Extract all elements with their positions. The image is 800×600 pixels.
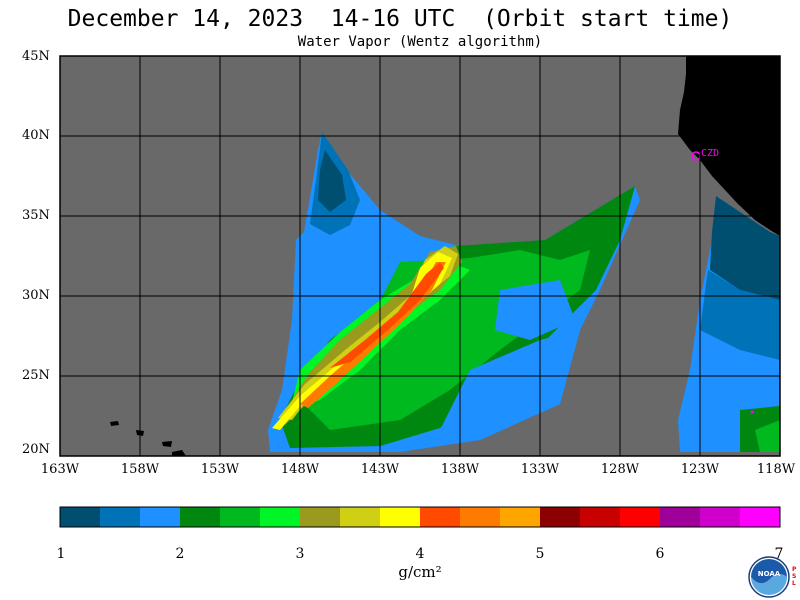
swath-west-blue-patch-2 — [495, 280, 575, 340]
colorbar-tick-3: 3 — [295, 546, 305, 562]
lat-label-20n: 20N — [22, 442, 50, 457]
lon-label-163w: 163W — [40, 462, 80, 477]
land-north-america — [678, 56, 780, 236]
lat-label-25n: 25N — [22, 368, 50, 383]
noaa-logo-text: NOAA — [758, 570, 781, 578]
station-label: CZD — [701, 148, 719, 159]
colorbar-swatch — [460, 507, 501, 527]
lat-label-30n: 30N — [22, 288, 50, 303]
swath-west-blue-patch — [440, 330, 580, 440]
psl-logo-text: PSL — [792, 566, 798, 587]
swath-west-dark-2 — [318, 150, 346, 212]
page-title: December 14, 2023 14-16 UTC (Orbit start… — [67, 6, 733, 32]
colorbar-swatch — [100, 507, 141, 527]
psl-text: PSL — [792, 566, 797, 587]
island-kauai — [110, 421, 119, 426]
colorbar-frame — [59, 506, 781, 528]
island-maui — [162, 441, 172, 447]
page-subtitle: Water Vapor (Wentz algorithm) — [297, 34, 543, 50]
swath-east-dark — [710, 196, 780, 300]
colorbar-swatch — [220, 507, 261, 527]
lon-label-148w: 148W — [280, 462, 320, 477]
colorbar-swatch — [540, 507, 581, 527]
colorbar-swatch — [620, 507, 661, 527]
lon-label-123w: 123W — [680, 462, 720, 477]
colorbar-swatch — [420, 507, 461, 527]
colorbar-swatch — [260, 507, 301, 527]
colorbar — [60, 507, 781, 527]
colorbar-swatch — [700, 507, 741, 527]
lon-label-118w: 118W — [756, 462, 796, 477]
grid-lines — [60, 56, 780, 456]
colorbar-swatch — [60, 507, 101, 527]
swath-west-redorange — [330, 262, 444, 368]
swath-east-lightgreen — [755, 420, 780, 452]
swath-west-yellow — [272, 252, 452, 430]
colorbar-swatch — [380, 507, 421, 527]
colorbar-swatch — [140, 507, 181, 527]
colorbar-tick-4: 4 — [415, 546, 425, 562]
lon-label-158w: 158W — [120, 462, 160, 477]
colorbar-swatch — [660, 507, 701, 527]
lon-label-143w: 143W — [360, 462, 400, 477]
colorbar-units: g/cm² — [398, 563, 442, 581]
lon-label-128w: 128W — [600, 462, 640, 477]
map-frame — [59, 55, 781, 457]
swath-west-orange — [300, 262, 446, 408]
colorbar-swatch — [580, 507, 621, 527]
colorbar-tick-7: 7 — [774, 546, 784, 562]
station-marker-small-icon — [750, 410, 754, 414]
lon-label-153w: 153W — [200, 462, 240, 477]
lon-label-133w: 133W — [520, 462, 560, 477]
colorbar-tick-5: 5 — [535, 546, 545, 562]
noaa-logo-icon: NOAA — [748, 556, 790, 598]
colorbar-swatch — [740, 507, 781, 527]
colorbar-swatch — [180, 507, 221, 527]
colorbar-swatch — [500, 507, 541, 527]
colorbar-swatch — [300, 507, 341, 527]
colorbar-tick-1: 1 — [56, 546, 66, 562]
lon-label-138w: 138W — [440, 462, 480, 477]
island-hawaii — [172, 450, 186, 456]
colorbar-tick-2: 2 — [175, 546, 185, 562]
lat-label-35n: 35N — [22, 208, 50, 223]
lat-label-45n: 45N — [22, 49, 50, 64]
swath-east-midblue — [700, 270, 780, 360]
colorbar-swatch — [340, 507, 381, 527]
colorbar-tick-6: 6 — [655, 546, 665, 562]
lat-label-40n: 40N — [22, 128, 50, 143]
